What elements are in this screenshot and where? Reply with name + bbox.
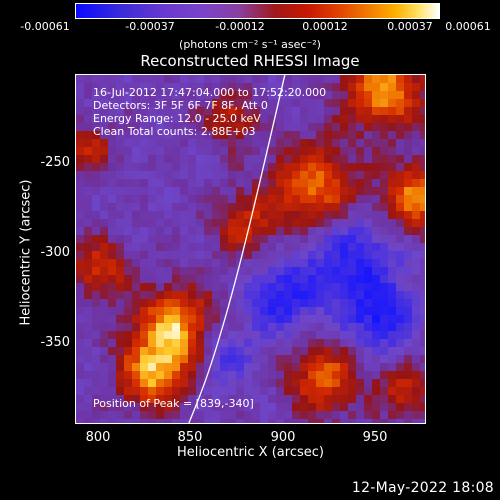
colorbar-tick-label: 0.00061 <box>445 20 491 33</box>
y-tick-label: -300 <box>40 245 70 260</box>
info-line-time: 16-Jul-2012 17:47:04.000 to 17:52:20.000 <box>93 86 327 99</box>
info-line-detectors: Detectors: 3F 5F 6F 7F 8F, Att 0 <box>93 99 268 112</box>
plot-title: Reconstructed RHESSI Image <box>140 52 360 70</box>
colorbar <box>75 3 440 19</box>
x-tick-label: 800 <box>85 430 111 445</box>
colorbar-tick-label: -0.00012 <box>215 20 265 33</box>
y-tick-label: -250 <box>40 155 70 170</box>
colorbar-unit-label: (photons cm⁻² s⁻¹ asec⁻²) <box>179 38 321 51</box>
colorbar-tick-label: 0.00037 <box>387 20 433 33</box>
colorbar-tick-label: 0.00012 <box>302 20 348 33</box>
render-timestamp: 12-May-2022 18:08 <box>351 480 494 496</box>
y-axis-title: Heliocentric Y (arcsec) <box>18 179 34 326</box>
x-tick-label: 950 <box>362 430 388 445</box>
info-line-counts: Clean Total counts: 2.88E+03 <box>93 125 256 138</box>
heatmap-canvas <box>76 75 425 423</box>
x-tick-label: 900 <box>270 430 296 445</box>
rhessi-image <box>75 74 426 424</box>
info-line-energy: Energy Range: 12.0 - 25.0 keV <box>93 112 261 125</box>
colorbar-tick-label: -0.00037 <box>125 20 175 33</box>
x-axis-title: Heliocentric X (arcsec) <box>177 445 324 460</box>
peak-position-label: Position of Peak = [839,-340] <box>93 397 254 410</box>
solar-limb-line <box>188 75 286 423</box>
colorbar-tick-label: -0.00061 <box>20 20 70 33</box>
y-tick-label: -350 <box>40 335 70 350</box>
x-tick-label: 850 <box>177 430 203 445</box>
